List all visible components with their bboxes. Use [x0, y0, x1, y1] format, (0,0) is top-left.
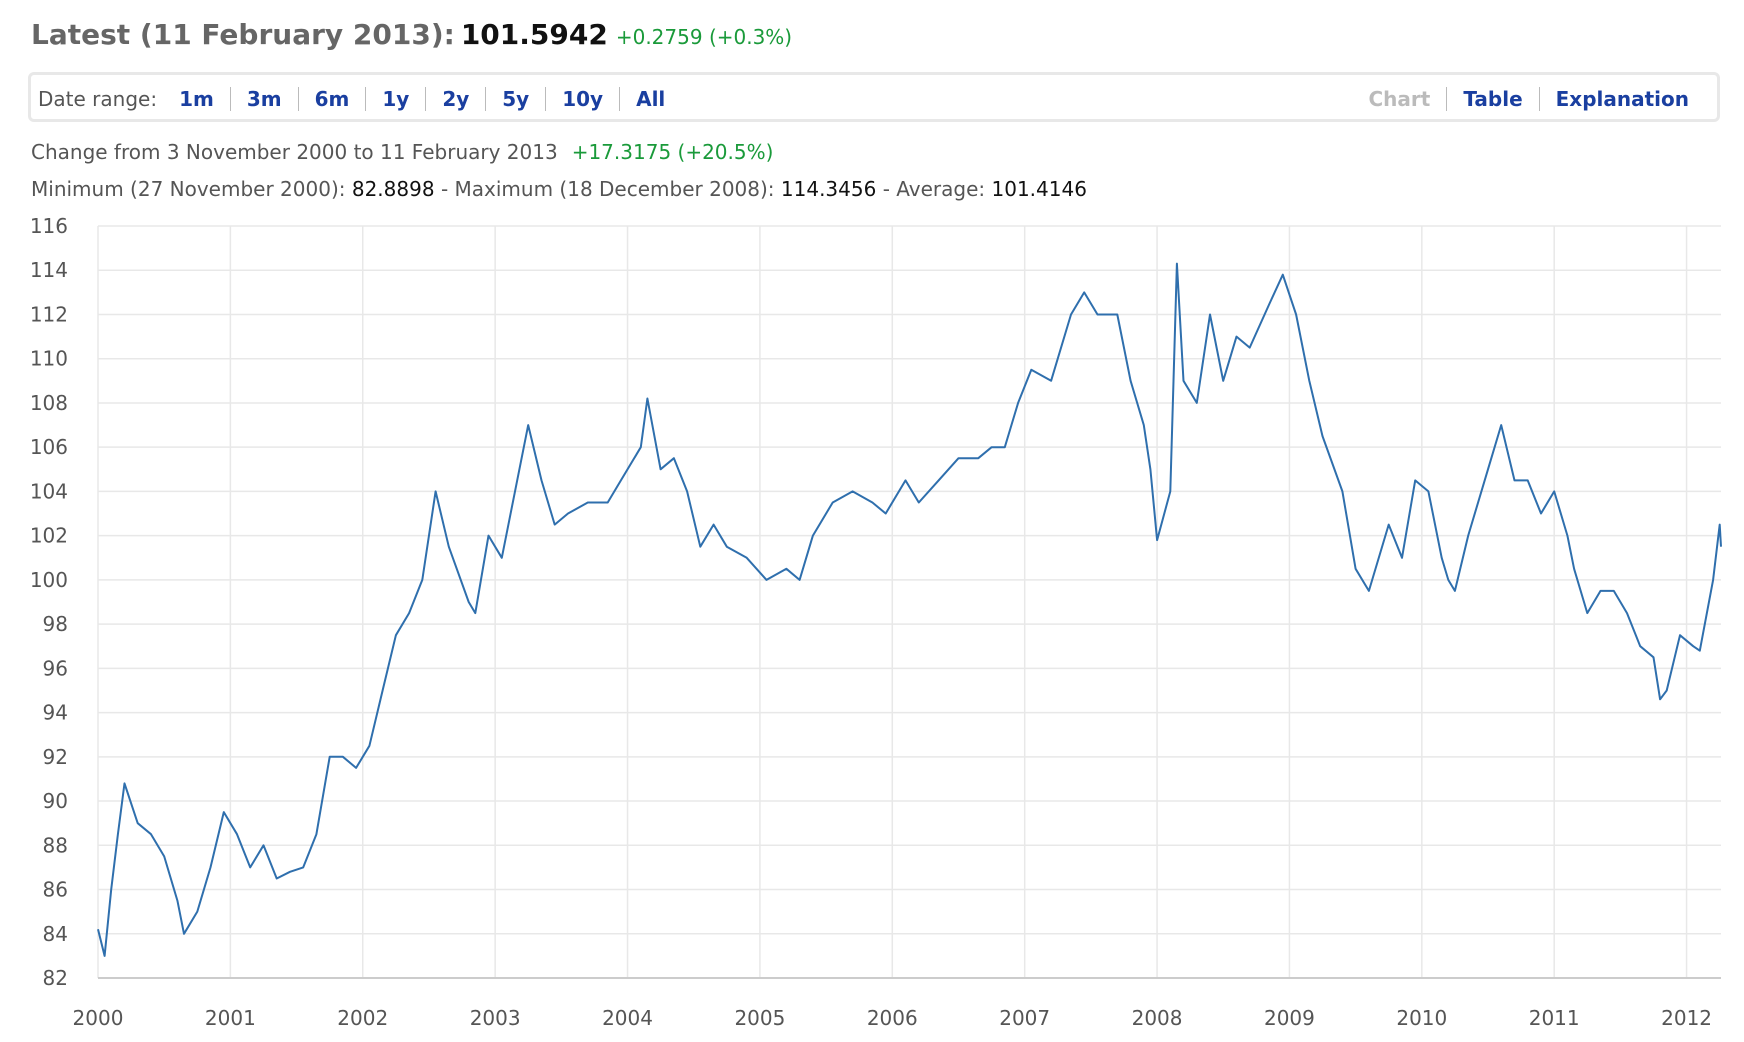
change-line: Change from 3 November 2000 to 11 Februa… — [31, 140, 773, 164]
y-tick-label: 102 — [30, 524, 68, 548]
y-tick-label: 96 — [43, 656, 68, 680]
nav-link[interactable]: Chart — [1368, 87, 1431, 111]
x-tick-label: 2012 — [1661, 1006, 1712, 1030]
y-tick-label: 84 — [43, 922, 68, 946]
x-tick-label: 2006 — [867, 1006, 918, 1030]
max-label: - Maximum (18 December 2008): — [440, 177, 775, 201]
y-tick-label: 112 — [30, 302, 68, 326]
latest-label: Latest (11 February 2013): — [31, 18, 455, 51]
nav-link[interactable]: All — [619, 87, 682, 111]
nav-link[interactable]: 3m — [229, 87, 298, 111]
x-tick-label: 2011 — [1529, 1006, 1580, 1030]
avg-label: - Average: — [882, 177, 986, 201]
min-label: Minimum (27 November 2000): — [31, 177, 346, 201]
y-tick-label: 110 — [30, 347, 68, 371]
y-tick-label: 116 — [30, 214, 68, 238]
y-tick-label: 98 — [43, 612, 68, 636]
view-group: Chart Table Explanation — [1353, 87, 1705, 111]
y-tick-label: 86 — [43, 878, 68, 902]
y-tick-label: 92 — [43, 745, 68, 769]
x-tick-label: 2000 — [73, 1006, 124, 1030]
x-tick-label: 2008 — [1132, 1006, 1183, 1030]
x-tick-label: 2005 — [734, 1006, 785, 1030]
nav-link[interactable]: Explanation — [1538, 87, 1705, 111]
nav-link[interactable]: 1m — [179, 87, 214, 111]
x-tick-label: 2003 — [470, 1006, 521, 1030]
nav-link[interactable]: 2y — [425, 87, 486, 111]
y-tick-label: 100 — [30, 568, 68, 592]
y-tick-label: 108 — [30, 391, 68, 415]
y-tick-label: 88 — [43, 833, 68, 857]
max-value: 114.3456 — [780, 177, 877, 201]
x-tick-label: 2001 — [205, 1006, 256, 1030]
y-tick-label: 114 — [30, 258, 68, 282]
y-tick-label: 106 — [30, 435, 68, 459]
header: Latest (11 February 2013): 101.5942 +0.275… — [31, 18, 792, 51]
min-value: 82.8898 — [351, 177, 435, 201]
x-tick-label: 2002 — [337, 1006, 388, 1030]
nav-link[interactable]: 10y — [545, 87, 620, 111]
x-tick-label: 2009 — [1264, 1006, 1315, 1030]
x-tick-label: 2007 — [999, 1006, 1050, 1030]
x-tick-label: 2010 — [1396, 1006, 1447, 1030]
y-tick-label: 90 — [43, 789, 68, 813]
change-label: Change from 3 November 2000 to 11 Februa… — [31, 140, 558, 164]
y-tick-label: 82 — [43, 966, 68, 990]
y-tick-label: 94 — [43, 701, 68, 725]
nav-link[interactable]: 5y — [485, 87, 546, 111]
latest-value: 101.5942 — [460, 18, 608, 51]
avg-value: 101.4146 — [991, 177, 1087, 201]
latest-change: +0.2759 (+0.3%) — [615, 25, 793, 49]
price-line — [97, 262, 1722, 957]
nav-link[interactable]: Table — [1446, 87, 1539, 111]
range-label: Date range: — [38, 87, 158, 111]
range-group: Date range: 1m 3m 6m 1y 2y 5y 10y All — [38, 87, 682, 111]
y-tick-label: 104 — [30, 479, 68, 503]
nav-link[interactable]: 1y — [365, 87, 426, 111]
nav-bar: Date range: 1m 3m 6m 1y 2y 5y 10y All Chart Table… — [28, 72, 1720, 122]
change-value: +17.3175 (+20.5%) — [571, 140, 774, 164]
nav-link[interactable]: 6m — [297, 87, 366, 111]
x-tick-label: 2004 — [602, 1006, 653, 1030]
minmax-line: Minimum (27 November 2000): 82.8898 - Ma… — [31, 177, 1087, 201]
